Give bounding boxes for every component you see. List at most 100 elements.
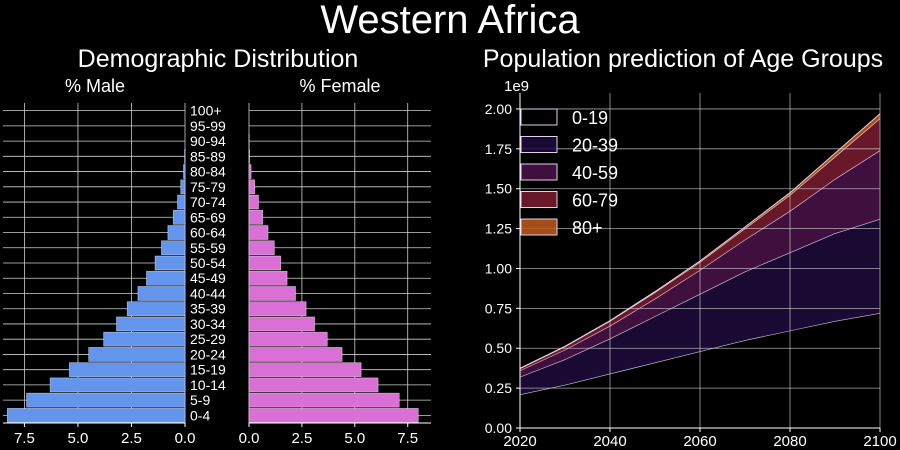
- female-bar: [248, 164, 252, 179]
- legend-swatch: [520, 136, 558, 153]
- male-x-tick-label: 2.5: [121, 430, 142, 447]
- area-x-tick-label: 2100: [863, 433, 896, 450]
- male-bar: [88, 347, 186, 362]
- legend-label: 0-19: [572, 108, 608, 128]
- area-y-tick-label: 2.00: [485, 101, 512, 117]
- y-scale-label: 1e9: [504, 78, 529, 95]
- area-y-tick-label: 0.00: [485, 420, 512, 436]
- legend-label: 40-59: [572, 163, 618, 183]
- age-group-label: 65-69: [190, 209, 226, 225]
- age-group-label: 95-99: [190, 118, 226, 134]
- female-x-tick-label: 0.0: [239, 430, 260, 447]
- male-bar: [177, 194, 186, 210]
- figure-title: Western Africa: [320, 0, 580, 42]
- area-y-tick-label: 1.75: [485, 141, 512, 157]
- female-x-tick-label: 5.0: [344, 430, 365, 447]
- male-x-tick-label: 0.0: [175, 430, 196, 447]
- age-group-label: 45-49: [190, 270, 226, 286]
- area-y-tick-label: 1.00: [485, 260, 512, 276]
- male-bar: [116, 316, 186, 332]
- legend-swatch: [520, 163, 558, 181]
- female-bar: [248, 377, 379, 393]
- male-bar: [183, 164, 186, 179]
- female-bar: [248, 347, 343, 362]
- age-group-label: 55-59: [190, 240, 226, 256]
- age-group-label: 35-39: [190, 301, 226, 317]
- age-group-label: 40-44: [190, 285, 226, 301]
- age-group-label: 0-4: [190, 407, 210, 423]
- female-bar: [248, 362, 362, 377]
- age-group-label: 100+: [190, 103, 222, 119]
- legend-label: 60-79: [572, 191, 618, 211]
- female-bar: [248, 194, 259, 210]
- male-bar: [6, 408, 186, 423]
- age-group-label: 85-89: [190, 148, 226, 164]
- female-bar: [248, 286, 296, 301]
- area-x-tick-label: 2080: [773, 433, 806, 450]
- female-bar: [248, 392, 400, 408]
- female-axis-title: % Female: [299, 76, 380, 96]
- female-bar: [248, 209, 264, 225]
- area-y-tick-label: 0.50: [485, 340, 512, 356]
- female-bar: [248, 179, 256, 195]
- area-x-tick-label: 2060: [683, 433, 716, 450]
- legend-swatch: [520, 218, 558, 236]
- male-bar: [146, 270, 186, 286]
- female-bar-panel: 0.0 2.5 5.0 7.5: [239, 103, 431, 447]
- area-x-tick-label: 2040: [593, 433, 626, 450]
- female-bar: [248, 270, 288, 286]
- female-bar: [248, 316, 315, 332]
- age-group-labels: 0-45-910-1415-1920-2425-2930-3435-3940-4…: [190, 103, 226, 424]
- legend-label: 80+: [572, 218, 603, 238]
- female-bar: [248, 149, 250, 164]
- male-bar: [49, 377, 186, 393]
- area-y-tick-label: 1.50: [485, 181, 512, 197]
- female-x-tick-label: 2.5: [291, 430, 312, 447]
- area-y-tick-label: 1.25: [485, 221, 512, 237]
- age-group-label: 90-94: [190, 133, 226, 149]
- age-group-label: 60-64: [190, 225, 226, 241]
- male-bar: [172, 209, 186, 225]
- male-bar: [137, 286, 186, 301]
- male-bar-panel: 7.5 5.0 2.5 0.0: [3, 103, 195, 447]
- male-bar: [103, 331, 186, 347]
- area-y-tick-label: 0.25: [485, 380, 512, 396]
- area-y-tick-label: 0.75: [485, 300, 512, 316]
- pyramid-title: Demographic Distribution: [78, 45, 359, 73]
- age-group-label: 10-14: [190, 377, 226, 393]
- age-group-label: 75-79: [190, 179, 226, 195]
- age-group-label: 50-54: [190, 255, 226, 271]
- legend-swatch: [520, 191, 558, 208]
- male-bar: [167, 225, 186, 240]
- area-chart-title: Population prediction of Age Groups: [483, 45, 883, 73]
- male-x-tick-label: 7.5: [14, 430, 35, 447]
- female-bar: [248, 331, 328, 347]
- legend-swatch: [520, 108, 558, 126]
- male-bar: [69, 362, 186, 377]
- female-bar: [248, 301, 307, 317]
- male-x-tick-label: 5.0: [68, 430, 89, 447]
- age-group-label: 80-84: [190, 164, 226, 180]
- female-bar: [248, 240, 275, 256]
- age-group-label: 25-29: [190, 331, 226, 347]
- female-bar: [248, 225, 269, 240]
- male-bar: [26, 392, 186, 408]
- legend-label: 20-39: [572, 136, 618, 156]
- age-group-label: 5-9: [190, 392, 210, 408]
- male-bar: [126, 301, 186, 317]
- female-bar: [248, 255, 282, 271]
- area-chart-panel: 2020 2040 2060 2080 2100 0.00 0.25 0.50 0.75 1.00…: [485, 93, 897, 450]
- age-group-label: 20-24: [190, 346, 226, 362]
- male-bar: [180, 179, 186, 195]
- age-group-label: 70-74: [190, 194, 226, 210]
- age-group-label: 30-34: [190, 316, 226, 332]
- female-x-tick-label: 7.5: [397, 430, 418, 447]
- legend: 0-19 20-39 40-59 60-79 80+: [520, 108, 618, 238]
- age-group-label: 15-19: [190, 362, 226, 378]
- male-bar: [154, 255, 186, 271]
- male-bar: [161, 240, 186, 256]
- male-axis-title: % Male: [65, 76, 125, 96]
- female-bar: [248, 408, 419, 423]
- area-x-tick-label: 2020: [503, 433, 536, 450]
